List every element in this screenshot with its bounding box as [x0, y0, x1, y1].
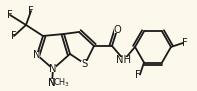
Text: N: N [48, 78, 56, 88]
Text: F: F [7, 10, 13, 20]
Bar [34, 52, 40, 58]
Text: N: N [49, 64, 57, 74]
Text: F: F [182, 38, 188, 48]
Bar [82, 61, 88, 67]
Text: F: F [28, 6, 34, 16]
Bar [50, 66, 56, 72]
Bar [120, 57, 128, 63]
Text: N: N [48, 78, 56, 88]
Bar [114, 27, 120, 33]
Text: $\mathregular{CH_3}$: $\mathregular{CH_3}$ [53, 77, 70, 89]
Text: N: N [33, 50, 41, 60]
Text: F: F [11, 31, 17, 41]
Text: S: S [82, 59, 88, 69]
Text: NH: NH [116, 55, 132, 65]
Bar [44, 79, 60, 86]
Text: F: F [135, 70, 141, 80]
Text: O: O [113, 25, 121, 35]
